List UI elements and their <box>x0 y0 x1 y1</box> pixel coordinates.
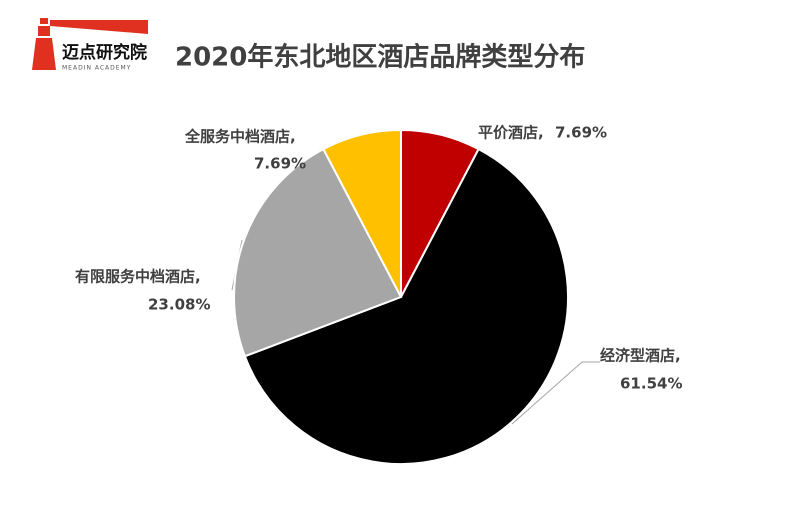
logo-top <box>38 26 50 36</box>
logo-tower <box>32 38 56 70</box>
slice-value-label: 7.69% <box>254 155 306 173</box>
slice-value-label: 7.69% <box>555 124 607 142</box>
slice-value-label: 61.54% <box>620 375 682 393</box>
chart-title: 2020年东北地区酒店品牌类型分布 <box>175 42 585 73</box>
slice-label: 全服务中档酒店, <box>184 128 296 146</box>
logo-name: 迈点研究院 <box>62 42 147 63</box>
pie-slice <box>243 147 569 465</box>
slice-label: 平价酒店, <box>478 124 544 142</box>
logo-subname: MEADIN ACADEMY <box>62 65 131 72</box>
pie-slice <box>322 128 402 298</box>
slice-label: 经济型酒店, <box>600 347 681 365</box>
slice-label: 有限服务中档酒店, <box>75 268 201 286</box>
logo: 迈点研究院 MEADIN ACADEMY <box>32 18 148 72</box>
logo-beam <box>50 20 148 34</box>
pie-slice <box>233 147 403 358</box>
logo-cap <box>40 18 48 24</box>
leader-line <box>511 361 600 425</box>
slice-value-label: 23.08% <box>148 296 210 314</box>
